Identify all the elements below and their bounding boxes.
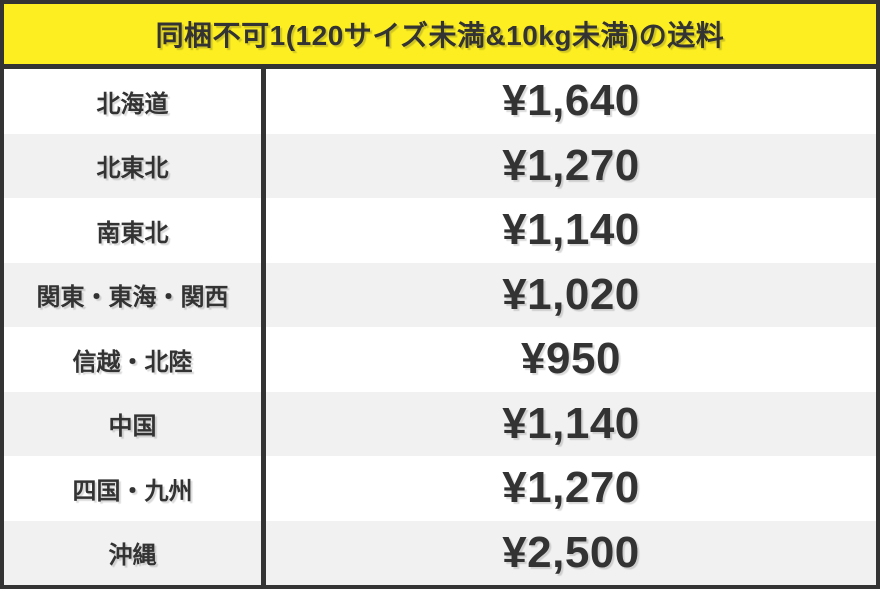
price-cell: ¥1,140 (502, 205, 640, 255)
price-cell: ¥1,270 (502, 140, 640, 190)
region-cell: 沖縄 (4, 520, 266, 585)
region-cell: 北東北 (4, 133, 266, 198)
table-body: 北海道 ¥1,640 北東北 ¥1,270 南東北 ¥1,140 関東・東海・関… (4, 69, 876, 585)
table-title: 同梱不可1(120サイズ未満&10kg未満)の送料 (155, 20, 725, 51)
region-cell: 南東北 (4, 198, 266, 263)
table-row: 沖縄 ¥2,500 (4, 520, 876, 585)
table-row: 北海道 ¥1,640 (4, 69, 876, 134)
region-cell: 四国・九州 (4, 456, 266, 521)
table-row: 四国・九州 ¥1,270 (4, 456, 876, 521)
region-cell: 中国 (4, 391, 266, 456)
table-row: 中国 ¥1,140 (4, 391, 876, 456)
price-cell: ¥1,020 (502, 269, 640, 319)
table-row: 関東・東海・関西 ¥1,020 (4, 262, 876, 327)
region-cell: 関東・東海・関西 (4, 262, 266, 327)
region-cell: 信越・北陸 (4, 327, 266, 392)
table-row: 南東北 ¥1,140 (4, 198, 876, 263)
table-header: 同梱不可1(120サイズ未満&10kg未満)の送料 (4, 4, 876, 69)
price-cell: ¥1,140 (502, 398, 640, 448)
price-cell: ¥950 (521, 334, 621, 384)
table-row: 信越・北陸 ¥950 (4, 327, 876, 392)
price-cell: ¥1,270 (502, 463, 640, 513)
price-cell: ¥1,640 (502, 76, 640, 126)
region-cell: 北海道 (4, 69, 266, 134)
price-cell: ¥2,500 (502, 527, 640, 577)
table-row: 北東北 ¥1,270 (4, 133, 876, 198)
